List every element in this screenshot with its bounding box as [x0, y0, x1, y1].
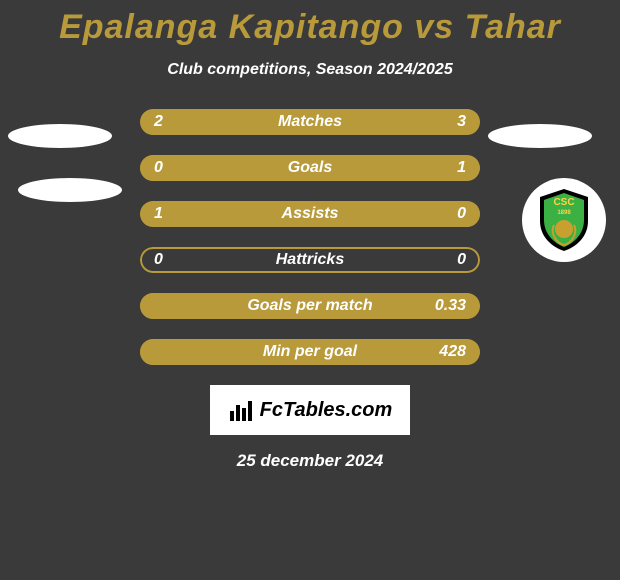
page-title: Epalanga Kapitango vs Tahar — [0, 0, 620, 47]
stat-row: Hattricks0 0 — [140, 247, 480, 273]
svg-text:1898: 1898 — [557, 210, 571, 216]
stat-value-left: 0 — [154, 247, 163, 273]
stat-value-right: 0.33 — [435, 293, 466, 319]
logo-text: FcTables.com — [260, 399, 393, 422]
subtitle: Club competitions, Season 2024/2025 — [0, 61, 620, 79]
stat-value-right: 3 — [457, 109, 466, 135]
fctables-logo[interactable]: FcTables.com — [210, 385, 410, 435]
club-shield-icon: CSC 1898 — [536, 187, 592, 253]
stat-label: Hattricks — [140, 247, 480, 273]
stat-value-right: 0 — [457, 201, 466, 227]
stat-row: Goals0 1 — [140, 155, 480, 181]
bars-icon — [228, 397, 254, 423]
date-label: 25 december 2024 — [0, 451, 620, 471]
stat-row: Assists1 0 — [140, 201, 480, 227]
player2-club-badge: CSC 1898 — [522, 178, 606, 262]
stat-value-left: 2 — [154, 109, 163, 135]
stat-label: Matches — [140, 109, 480, 135]
stat-row: Matches2 3 — [140, 109, 480, 135]
stat-row: Goals per match0.33 — [140, 293, 480, 319]
stat-label: Goals per match — [140, 293, 480, 319]
stat-row: Min per goal428 — [140, 339, 480, 365]
stat-value-left: 1 — [154, 201, 163, 227]
player1-photo-placeholder-1 — [8, 124, 112, 148]
stat-value-right: 0 — [457, 247, 466, 273]
stat-label: Assists — [140, 201, 480, 227]
stat-value-left: 0 — [154, 155, 163, 181]
stat-value-right: 428 — [439, 339, 466, 365]
stat-label: Min per goal — [140, 339, 480, 365]
stats-container: Matches23Goals01Assists10Hattricks00Goal… — [140, 109, 480, 365]
stat-label: Goals — [140, 155, 480, 181]
stat-value-right: 1 — [457, 155, 466, 181]
player1-photo-placeholder-2 — [18, 178, 122, 202]
player2-photo-placeholder — [488, 124, 592, 148]
svg-text:CSC: CSC — [553, 197, 574, 208]
